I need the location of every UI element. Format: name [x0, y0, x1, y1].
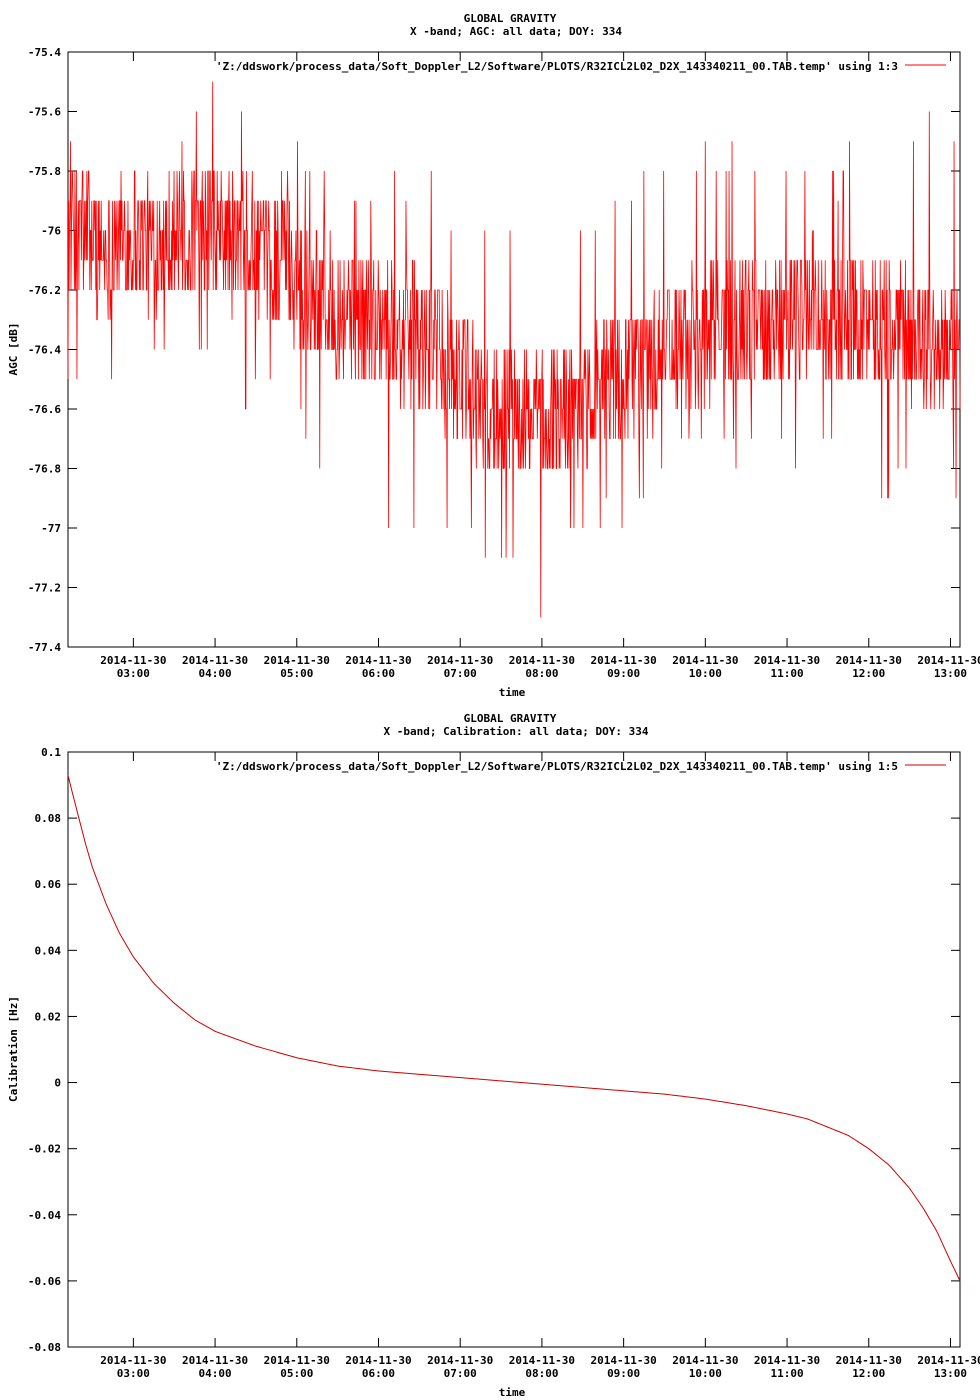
x-tick-label: 12:00 [852, 667, 885, 680]
y-axis-label: Calibration [Hz] [7, 996, 20, 1102]
x-tick-label: 13:00 [934, 667, 967, 680]
y-tick-label: -77.4 [28, 641, 61, 654]
y-tick-label: -75.6 [28, 106, 61, 119]
x-tick-label: 2014-11-30 [836, 1354, 902, 1367]
series-line [67, 775, 961, 1282]
series-line [67, 81, 961, 618]
y-tick-label: -77 [41, 522, 61, 535]
plot-frame [67, 751, 961, 1348]
x-tick-label: 05:00 [280, 667, 313, 680]
x-tick-label: 05:00 [280, 1367, 313, 1380]
y-tick-label: 0 [54, 1077, 61, 1090]
x-tick-label: 2014-11-30 [182, 1354, 248, 1367]
x-tick-label: 2014-11-30 [672, 654, 738, 667]
x-tick-label: 04:00 [199, 1367, 232, 1380]
y-tick-label: -75.4 [28, 46, 61, 59]
x-axis-label: time [499, 686, 526, 699]
x-tick-label: 2014-11-30 [182, 654, 248, 667]
chart-title: GLOBAL GRAVITY [464, 712, 557, 725]
x-tick-label: 2014-11-30 [591, 1354, 657, 1367]
y-tick-label: 0.1 [41, 746, 61, 759]
x-tick-label: 08:00 [525, 667, 558, 680]
x-tick-label: 2014-11-30 [345, 654, 411, 667]
x-tick-label: 2014-11-30 [264, 654, 330, 667]
x-tick-label: 2014-11-30 [917, 654, 980, 667]
x-tick-label: 08:00 [525, 1367, 558, 1380]
x-tick-label: 11:00 [770, 667, 803, 680]
y-tick-label: -0.08 [28, 1341, 61, 1354]
chart-subtitle: X -band; AGC: all data; DOY: 334 [410, 25, 622, 38]
x-tick-label: 09:00 [607, 1367, 640, 1380]
x-tick-label: 2014-11-30 [836, 654, 902, 667]
y-tick-label: -76.4 [28, 344, 61, 357]
y-tick-label: -76 [41, 225, 61, 238]
chart-title: GLOBAL GRAVITY [464, 12, 557, 25]
x-tick-label: 13:00 [934, 1367, 967, 1380]
plot-area: -75.4 -75.6 -75.8 -76 -76.2 -76.4 -76.6 -76.8 -7… [28, 46, 980, 680]
y-tick-label: 0.04 [35, 944, 62, 957]
y-tick-label: -0.02 [28, 1143, 61, 1156]
x-tick-label: 2014-11-30 [917, 1354, 980, 1367]
x-tick-label: 2014-11-30 [345, 1354, 411, 1367]
x-tick-label: 11:00 [770, 1367, 803, 1380]
legend-label: 'Z:/ddswork/process_data/Soft_Doppler_L2… [216, 760, 898, 773]
agc-chart: GLOBAL GRAVITY X -band; AGC: all data; D… [7, 12, 980, 699]
x-tick-label: 2014-11-30 [754, 1354, 820, 1367]
x-tick-label: 2014-11-30 [672, 1354, 738, 1367]
x-tick-label: 03:00 [117, 667, 150, 680]
y-tick-label: -77.2 [28, 582, 61, 595]
x-tick-label: 2014-11-30 [264, 1354, 330, 1367]
y-tick-label: -0.04 [28, 1209, 61, 1222]
x-tick-label: 07:00 [444, 667, 477, 680]
x-tick-label: 06:00 [362, 667, 395, 680]
x-tick-label: 2014-11-30 [509, 1354, 575, 1367]
x-tick-label: 07:00 [444, 1367, 477, 1380]
x-tick-label: 04:00 [199, 667, 232, 680]
y-tick-label: 0.02 [35, 1010, 62, 1023]
x-tick-label: 2014-11-30 [100, 1354, 166, 1367]
chart-subtitle: X -band; Calibration: all data; DOY: 334 [384, 725, 649, 738]
x-tick-label: 2014-11-30 [427, 654, 493, 667]
x-tick-label: 03:00 [117, 1367, 150, 1380]
y-tick-label: -76.6 [28, 403, 61, 416]
y-axis-label: AGC [dB] [7, 323, 20, 376]
x-tick-label: 2014-11-30 [509, 654, 575, 667]
y-tick-label: 0.08 [35, 812, 62, 825]
y-tick-label: 0.06 [35, 878, 62, 891]
x-tick-label: 10:00 [689, 667, 722, 680]
x-tick-label: 12:00 [852, 1367, 885, 1380]
x-tick-label: 09:00 [607, 667, 640, 680]
calibration-chart: GLOBAL GRAVITY X -band; Calibration: all… [7, 712, 980, 1399]
x-tick-label: 06:00 [362, 1367, 395, 1380]
x-tick-label: 2014-11-30 [754, 654, 820, 667]
y-tick-label: -76.2 [28, 284, 61, 297]
y-tick-label: -76.8 [28, 463, 61, 476]
legend-label: 'Z:/ddswork/process_data/Soft_Doppler_L2… [216, 60, 898, 73]
y-tick-label: -75.8 [28, 165, 61, 178]
x-tick-label: 2014-11-30 [427, 1354, 493, 1367]
x-tick-label: 2014-11-30 [100, 654, 166, 667]
plot-area: 0.1 0.08 0.06 0.04 0.02 0 -0.02 -0.04 -0.06 -0.08… [28, 746, 980, 1380]
y-tick-label: -0.06 [28, 1275, 61, 1288]
x-axis-label: time [499, 1386, 526, 1399]
x-tick-label: 10:00 [689, 1367, 722, 1380]
x-tick-label: 2014-11-30 [591, 654, 657, 667]
